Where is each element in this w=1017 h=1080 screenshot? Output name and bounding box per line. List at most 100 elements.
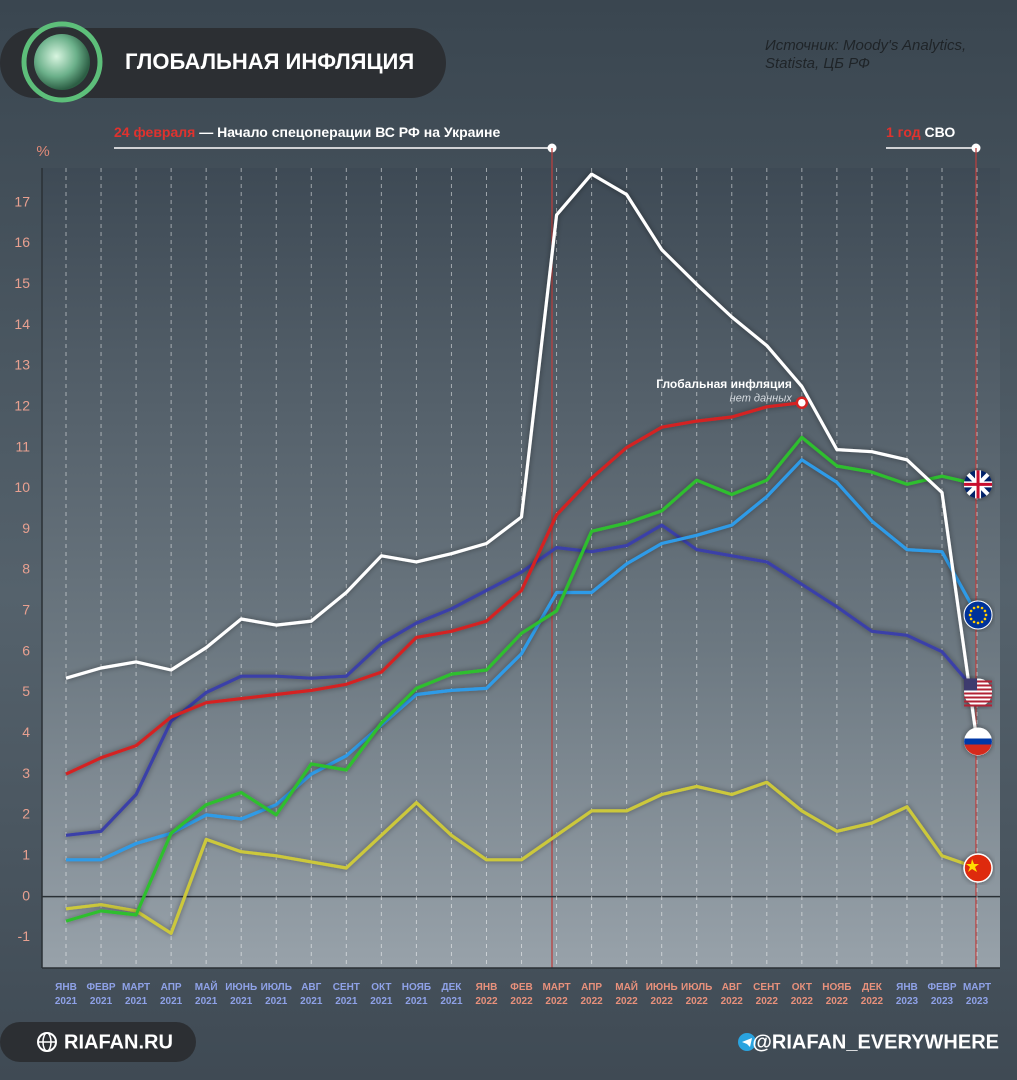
channel: @RIAFAN_EVERYWHERE bbox=[752, 1031, 999, 1053]
x-tick-label: ИЮНЬ 2021 bbox=[225, 982, 257, 1007]
event-label: 24 февраля — Начало спецоперации ВС РФ н… bbox=[114, 124, 500, 140]
y-tick-label: 7 bbox=[22, 602, 30, 618]
x-tick-label: ЯНВ 2022 bbox=[475, 982, 498, 1007]
flag-icon bbox=[964, 678, 993, 707]
x-tick-label: ИЮЛЬ 2022 bbox=[681, 982, 712, 1007]
flag-band bbox=[964, 738, 992, 745]
flag-stripe bbox=[964, 688, 993, 691]
globe-ring bbox=[21, 21, 103, 103]
series-line bbox=[66, 458, 979, 862]
flag-icon bbox=[963, 600, 993, 630]
series-line bbox=[65, 435, 978, 923]
x-tick-label: НОЯБ 2022 bbox=[822, 982, 851, 1007]
flag-band bbox=[964, 744, 992, 756]
x-tick-label: ЯНВ 2021 bbox=[55, 982, 78, 1007]
y-tick-label: 0 bbox=[22, 887, 30, 903]
y-tick-label: 4 bbox=[22, 724, 30, 740]
x-tick-label: ФЕВ 2022 bbox=[510, 982, 533, 1007]
event-label: 1 год СВО bbox=[886, 124, 955, 140]
flag bbox=[963, 853, 993, 883]
x-tick-label: МАЙ 2022 bbox=[615, 980, 638, 1007]
x-tick-label: АВГ 2021 bbox=[300, 982, 323, 1007]
flag-star bbox=[980, 620, 984, 624]
x-tick-label: ОКТ 2022 bbox=[791, 982, 814, 1007]
x-tick-label: НОЯБ 2021 bbox=[402, 982, 431, 1007]
y-tick-label: 15 bbox=[14, 275, 30, 291]
series-line bbox=[65, 401, 802, 776]
source-line: Statista, ЦБ РФ bbox=[765, 55, 870, 72]
x-tick-label: ИЮЛЬ 2021 bbox=[261, 982, 292, 1007]
event-highlight: 1 год bbox=[886, 124, 921, 140]
x-tick-label: ОКТ 2021 bbox=[370, 982, 393, 1007]
x-tick-label: МАРТ 2022 bbox=[542, 982, 570, 1007]
x-tick-label: ЯНВ 2023 bbox=[896, 982, 919, 1007]
x-tick-label: ДЕК 2021 bbox=[440, 982, 463, 1007]
x-tick-label: АВГ 2022 bbox=[721, 982, 744, 1007]
flag-stripe bbox=[964, 692, 993, 695]
flag-star bbox=[983, 609, 987, 613]
y-tick-label: 14 bbox=[14, 316, 30, 332]
flag-canton bbox=[964, 678, 978, 691]
y-tick-label: 8 bbox=[22, 561, 30, 577]
x-tick-label: МАРТ 2023 bbox=[963, 982, 991, 1007]
flag-stripe bbox=[964, 684, 993, 687]
chart-title: ГЛОБАЛЬНАЯ ИНФЛЯЦИЯ bbox=[125, 49, 414, 74]
x-tick-label: АПР 2022 bbox=[580, 982, 603, 1007]
flag-icon bbox=[964, 727, 993, 756]
series-line bbox=[65, 780, 978, 935]
telegram-icon bbox=[742, 1038, 752, 1047]
annotation-note: нет данных bbox=[730, 393, 793, 405]
x-tick-label: МАЙ 2021 bbox=[195, 980, 218, 1007]
y-tick-label: 1 bbox=[22, 846, 30, 862]
flag-star bbox=[972, 620, 976, 624]
end-marker bbox=[795, 396, 809, 409]
flag-stripe bbox=[964, 680, 993, 683]
flag-stripe bbox=[964, 696, 993, 699]
flag-star bbox=[976, 605, 980, 609]
y-tick-label: 13 bbox=[14, 357, 30, 373]
x-tick-label: ФЕВР 2023 bbox=[927, 982, 956, 1007]
annotation-title: Глобальная инфляция bbox=[656, 377, 792, 391]
flag-icon bbox=[964, 470, 993, 499]
series bbox=[65, 172, 979, 935]
y-tick-label: 11 bbox=[15, 438, 30, 454]
flag-stripe bbox=[964, 704, 993, 707]
title-bar bbox=[0, 28, 446, 98]
site: RIAFAN.RU bbox=[64, 1031, 173, 1053]
flag-star bbox=[968, 613, 972, 617]
y-tick-label: 5 bbox=[22, 683, 30, 699]
globe-icon bbox=[34, 34, 90, 90]
flag-star bbox=[980, 606, 984, 610]
flag bbox=[963, 600, 993, 630]
x-tick-label: ДЕК 2022 bbox=[861, 982, 884, 1007]
flag-star bbox=[969, 609, 973, 613]
y-tick-label: 10 bbox=[14, 479, 30, 495]
event-text: — Начало спецоперации ВС РФ на Украине bbox=[195, 124, 500, 140]
footer-pill bbox=[0, 1022, 196, 1062]
event-text: СВО bbox=[921, 124, 956, 140]
series-line bbox=[65, 172, 979, 742]
y-tick-label: 12 bbox=[14, 397, 30, 413]
y-axis-label: % bbox=[36, 143, 49, 160]
flag-star bbox=[983, 617, 987, 621]
x-tick-label: ИЮНЬ 2022 bbox=[646, 982, 678, 1007]
flag-cross bbox=[964, 470, 993, 499]
y-tick-label: 9 bbox=[22, 520, 30, 536]
source-line: Источник: Moody's Analytics, bbox=[765, 37, 966, 54]
x-tick-label: СЕНТ 2022 bbox=[753, 982, 780, 1007]
y-tick-label: -1 bbox=[18, 928, 31, 944]
flag-icon bbox=[963, 853, 993, 883]
y-tick-label: 16 bbox=[14, 234, 30, 250]
event-highlight: 24 февраля bbox=[114, 124, 195, 140]
x-tick-label: СЕНТ 2021 bbox=[333, 982, 360, 1007]
flag-star bbox=[966, 859, 980, 872]
flag-star bbox=[969, 617, 973, 621]
flag-star bbox=[976, 621, 980, 625]
plot-area bbox=[42, 168, 1000, 968]
flag-star bbox=[984, 613, 988, 617]
flag-star bbox=[972, 606, 976, 610]
x-tick-label: АПР 2021 bbox=[160, 982, 183, 1007]
series-line bbox=[65, 523, 979, 837]
